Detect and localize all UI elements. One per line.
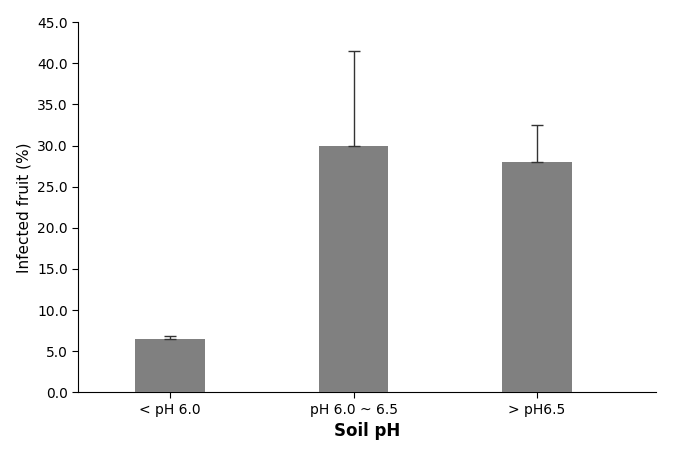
Bar (319, 146, 388, 393)
X-axis label: Soil pH: Soil pH (334, 422, 400, 441)
Y-axis label: Infected fruit (%): Infected fruit (%) (17, 142, 32, 272)
Bar (502, 162, 572, 393)
Bar (135, 339, 205, 393)
